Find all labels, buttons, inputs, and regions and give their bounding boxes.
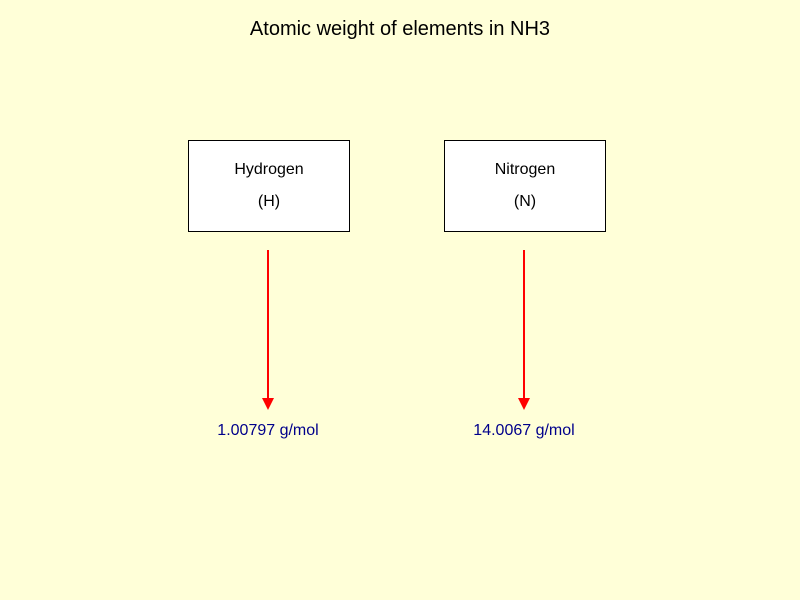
element-symbol-label: (H) xyxy=(258,193,280,211)
diagram-title: Atomic weight of elements in NH3 xyxy=(0,18,800,41)
element-box-nitrogen: Nitrogen (N) xyxy=(444,140,606,232)
element-name-label: Nitrogen xyxy=(495,161,555,179)
weight-label-nitrogen: 14.0067 g/mol xyxy=(444,422,604,440)
element-symbol-label: (N) xyxy=(514,193,536,211)
element-name-label: Hydrogen xyxy=(234,161,303,179)
arrow-icon xyxy=(514,250,534,410)
weight-label-hydrogen: 1.00797 g/mol xyxy=(188,422,348,440)
arrow-icon xyxy=(258,250,278,410)
element-box-hydrogen: Hydrogen (H) xyxy=(188,140,350,232)
